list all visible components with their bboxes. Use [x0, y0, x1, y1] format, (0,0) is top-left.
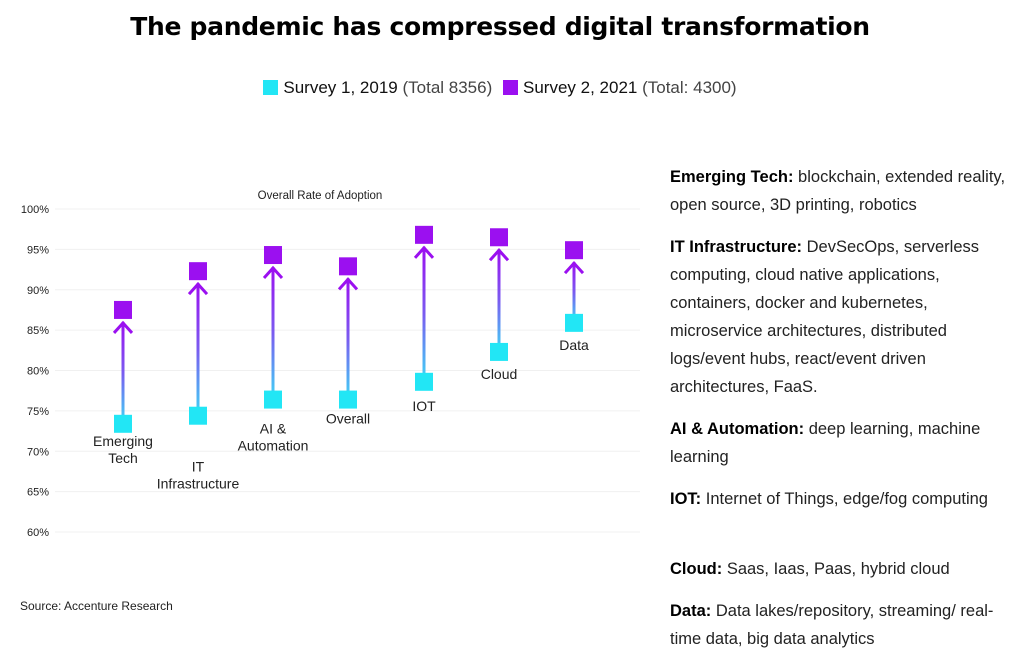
- survey-1-marker: [264, 390, 282, 409]
- legend-item-survey-1: Survey 1, 2019 (Total 8356): [263, 78, 492, 97]
- change-arrow-shaft: [422, 246, 426, 382]
- adoption-chart: Overall Rate of Adoption 100% 95% 90% 85% 80…: [21, 190, 640, 539]
- definition-text: Internet of Things, edge/fog computing: [701, 490, 988, 508]
- change-arrow-shaft: [121, 321, 125, 424]
- y-tick-label: 65%: [27, 487, 49, 499]
- definition-term: Emerging Tech:: [670, 168, 794, 186]
- y-tick-label: 60%: [27, 527, 49, 539]
- change-arrow-head: [262, 265, 284, 280]
- legend-swatch-cyan: [263, 80, 279, 95]
- definition-item: IT Infrastructure: DevSecOps, serverless…: [670, 233, 1015, 401]
- definition-item: Cloud: Saas, Iaas, Paas, hybrid cloud: [670, 555, 1015, 583]
- y-tick-label: 95%: [27, 244, 49, 256]
- definition-term: Cloud:: [670, 560, 723, 578]
- y-tick-label: 80%: [27, 366, 49, 378]
- legend-item-survey-2: Survey 2, 2021 (Total: 4300): [503, 78, 737, 97]
- definition-text: DevSecOps, serverless computing, cloud n…: [670, 238, 980, 396]
- legend-label: Survey 2, 2021: [523, 78, 638, 97]
- category-label: Emerging: [93, 433, 153, 449]
- definition-term: IOT:: [670, 490, 702, 508]
- category-label: AI &: [260, 421, 287, 437]
- survey-2-marker: [565, 241, 583, 260]
- change-arrow-shaft: [196, 283, 200, 416]
- category-label: IOT: [412, 398, 436, 414]
- legend-sub: (Total 8356): [402, 78, 493, 97]
- survey-2-marker: [264, 246, 282, 265]
- change-arrow-shaft: [572, 262, 576, 323]
- survey-2-marker: [339, 257, 357, 276]
- change-arrow-shaft: [271, 267, 275, 400]
- definition-item: IOT: Internet of Things, edge/fog comput…: [670, 485, 1015, 513]
- survey-2-marker: [415, 225, 433, 244]
- survey-2-marker: [189, 262, 207, 281]
- change-arrow-shaft: [497, 249, 501, 352]
- category-label: Cloud: [481, 366, 518, 382]
- page-title: The pandemic has compressed digital tran…: [130, 12, 870, 41]
- definition-text: Saas, Iaas, Paas, hybrid cloud: [722, 560, 950, 578]
- definition-item: Data: Data lakes/repository, streaming/ …: [670, 597, 1015, 653]
- survey-2-marker: [114, 300, 132, 319]
- y-tick-label: 85%: [27, 325, 49, 337]
- survey-2-marker: [490, 228, 508, 247]
- category-label: Overall: [326, 411, 370, 427]
- category-label: Infrastructure: [157, 476, 240, 492]
- category-label: Automation: [238, 438, 309, 454]
- category-label: IT: [192, 459, 205, 475]
- legend-sub: (Total: 4300): [642, 78, 737, 97]
- change-arrow-head: [112, 320, 134, 334]
- definition-term: Data:: [670, 602, 712, 620]
- change-arrow-head: [563, 260, 585, 275]
- y-tick-label: 70%: [27, 446, 49, 458]
- y-tick-label: 75%: [27, 406, 49, 418]
- change-arrow-shaft: [346, 278, 350, 400]
- change-arrow-head: [413, 245, 435, 259]
- definition-text: deep learning, machine learning: [670, 420, 981, 466]
- legend-label: Survey 1, 2019: [283, 78, 398, 97]
- definition-text: Data lakes/repository, streaming/ real-t…: [670, 602, 994, 648]
- y-tick-label: 100%: [21, 204, 49, 216]
- survey-1-marker: [490, 342, 508, 361]
- category-label: Data: [559, 337, 589, 353]
- change-arrow-head: [488, 248, 510, 262]
- legend: Survey 1, 2019 (Total 8356) Survey 2, 20…: [0, 78, 1000, 98]
- definition-item: Emerging Tech: blockchain, extended real…: [670, 163, 1015, 219]
- survey-1-marker: [415, 372, 433, 391]
- change-arrow-head: [187, 281, 209, 296]
- chart-title: Overall Rate of Adoption: [258, 190, 383, 202]
- survey-1-marker: [189, 406, 207, 425]
- survey-1-marker: [565, 313, 583, 332]
- survey-1-marker: [339, 390, 357, 409]
- definition-term: AI & Automation:: [670, 420, 805, 438]
- definition-item: AI & Automation: deep learning, machine …: [670, 415, 1015, 471]
- category-label: Tech: [108, 450, 138, 466]
- change-arrow-head: [337, 277, 359, 291]
- survey-1-marker: [114, 414, 132, 433]
- y-tick-label: 90%: [27, 285, 49, 297]
- source-note: Source: Accenture Research: [20, 599, 173, 613]
- legend-swatch-purple: [503, 80, 518, 95]
- definition-text: blockchain, extended reality, open sourc…: [670, 168, 1006, 214]
- definition-term: IT Infrastructure:: [670, 238, 803, 256]
